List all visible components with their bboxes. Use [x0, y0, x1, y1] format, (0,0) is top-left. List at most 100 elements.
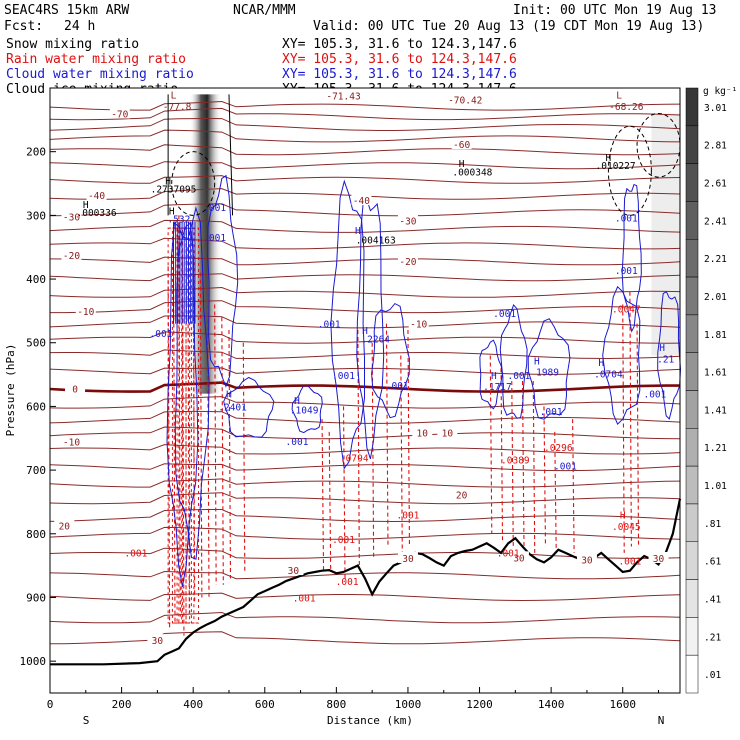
rain-contour [321, 419, 325, 573]
rain-contour [500, 368, 504, 541]
rain-contour [572, 419, 575, 553]
cloud-water-contour [207, 174, 239, 388]
legend-name: Snow mixing ratio [6, 37, 139, 52]
y-tick-label: 600 [26, 400, 46, 413]
isotherm [49, 219, 681, 233]
isotherm-label-bg [397, 255, 418, 267]
rain-contour [199, 272, 203, 598]
rain-contour [357, 329, 360, 566]
extremum-label: .001 [618, 557, 641, 568]
plot-frame [49, 87, 681, 694]
colorbar-swatch [685, 314, 699, 353]
extremum-label: .001 [615, 213, 638, 224]
colorbar-swatch [685, 541, 699, 580]
extremum-label: .001 [497, 548, 520, 559]
extremum-label: .001 [540, 407, 563, 418]
extremum-label: .0389 [501, 455, 530, 466]
isotherm-label: -10 [77, 307, 94, 318]
extremum-label: .001 [397, 511, 420, 522]
cloud-water-contour [527, 318, 571, 420]
isotherm [49, 161, 681, 170]
colorbar-swatch [685, 239, 699, 278]
extremum-label: L [616, 90, 622, 101]
isotherm-label-bg [648, 551, 669, 563]
rain-contour [622, 304, 625, 553]
x-axis-label: Distance (km) [327, 714, 413, 727]
isotherm-label-bg [54, 519, 75, 531]
x-axis: 0 200 400 600 800 1000 1200 1400 1600 [47, 687, 660, 711]
extremum-label: .001 [332, 371, 355, 382]
isotherm-label-bg [61, 210, 82, 222]
extremum-label: H [294, 396, 300, 407]
rain-contour [489, 355, 493, 534]
colorbar-swatch [685, 428, 699, 467]
extremum-label: -68.26 [609, 102, 644, 113]
rain-contour [221, 317, 224, 585]
extremum-label: 1989 [536, 367, 559, 378]
colorbar-swatch [685, 617, 699, 656]
legend-name: Cloud water mixing ratio [6, 67, 194, 82]
colorbar-swatch [685, 579, 699, 618]
org-title: NCAR/MMM [233, 3, 296, 18]
extremum-label: .001 [493, 309, 516, 320]
isotherm-label: 10 [417, 429, 429, 440]
isotherm [49, 273, 681, 282]
isotherm [49, 331, 681, 344]
extremum-label: .1049 [290, 406, 319, 417]
cloud-water-contour [223, 376, 275, 438]
isotherm-label: 30 [653, 554, 665, 565]
cloud-water-contour [657, 290, 682, 420]
y-tick-label: 500 [26, 337, 46, 350]
extremum-label: H [606, 153, 612, 164]
extremum-label: .001 [507, 371, 530, 382]
isotherm [49, 315, 681, 329]
north-label: N [658, 714, 665, 727]
colorbar-label: 1.41 [704, 405, 727, 416]
isotherm-label: 30 [402, 554, 414, 565]
y-tick-label: 1000 [20, 655, 47, 668]
colorbar-swatch [685, 503, 699, 542]
cloud-water-contour [356, 199, 385, 460]
y-tick-label: 900 [26, 591, 46, 604]
isotherm-label-bg [147, 634, 168, 646]
extremum-label: .001 [643, 390, 666, 401]
extremum-label: .001 [286, 437, 309, 448]
extremum-label: .001 [332, 535, 355, 546]
cloud-water-contour [602, 285, 641, 425]
isotherm-label-bg [86, 188, 107, 200]
extremum-label: .2737095 [151, 185, 197, 196]
isotherm-label-bg [397, 214, 418, 226]
isotherm-label: -20 [399, 257, 416, 268]
isotherm-label: 30 [581, 555, 593, 566]
isotherm-label-bg [397, 551, 418, 563]
colorbar-label: 2.01 [704, 292, 727, 303]
isotherm-label-bg [408, 317, 429, 329]
init-time: Init: 00 UTC Mon 19 Aug 13 [513, 3, 717, 18]
cloud-ice-contours [167, 94, 681, 216]
south-label: S [83, 714, 90, 727]
colorbar-label: 2.81 [704, 141, 727, 152]
isotherm-label: 0 [72, 385, 78, 396]
colorbar-swatch [685, 352, 699, 391]
colorbar-swatch [685, 654, 699, 694]
extremum-label: -70.42 [448, 95, 482, 106]
model-title: SEAC4RS 15km ARW [4, 3, 129, 18]
colorbar-label: .81 [704, 519, 721, 530]
colorbar-swatch [685, 125, 699, 164]
x-tick-label: 800 [326, 698, 346, 711]
colorbar-unit: g kg⁻¹ [703, 86, 737, 97]
isotherm-label-bg [351, 194, 372, 206]
legend-coordinates: XY= 105.3, 31.6 to 124.3,147.6 [282, 52, 517, 67]
rain-contour [554, 431, 557, 553]
y-axis-label: Pressure (hPa) [4, 344, 17, 437]
isotherm [49, 478, 681, 488]
isotherm-label-bg [576, 553, 597, 565]
isotherm [49, 426, 681, 440]
y-tick-label: 400 [26, 273, 46, 286]
isotherm [49, 570, 681, 580]
colorbar-label: .01 [704, 670, 721, 681]
isotherm-label-bg [283, 564, 304, 576]
cloud-ice-contour [607, 125, 652, 216]
isotherm [49, 509, 681, 523]
